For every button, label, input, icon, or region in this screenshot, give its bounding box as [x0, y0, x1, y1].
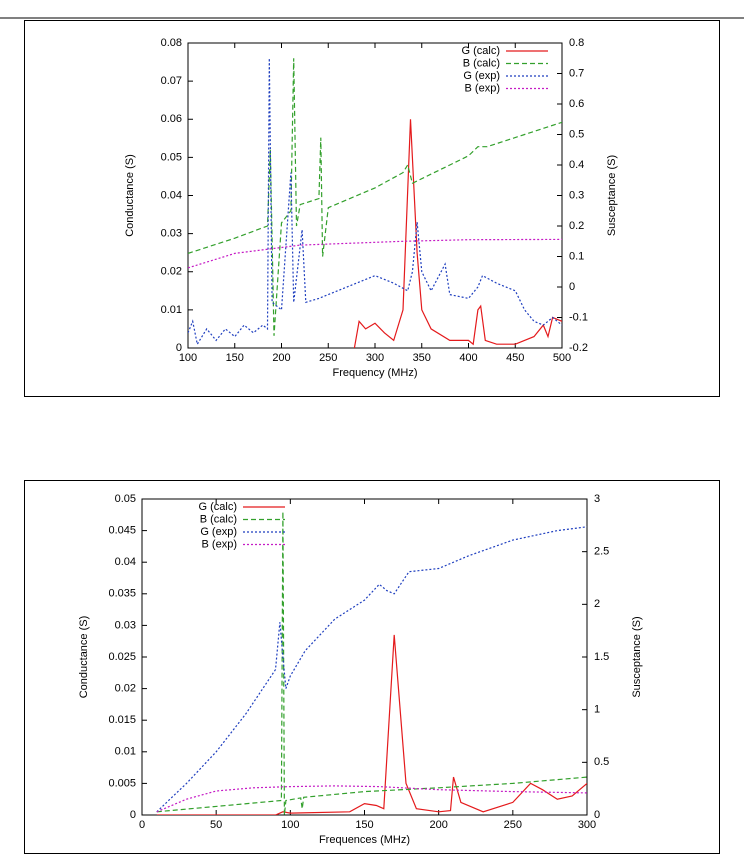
y2-tick-label: 0: [569, 281, 575, 293]
y2-tick-label: 0.8: [569, 37, 584, 49]
legend-label: B (exp): [202, 538, 237, 550]
x-tick-label: 300: [366, 352, 384, 364]
y-tick-label: 0: [176, 342, 182, 354]
y2-tick-label: 1.5: [594, 651, 609, 663]
y2-tick-label: 2: [594, 598, 600, 610]
y-tick-label: 0.02: [161, 266, 182, 278]
y2-tick-label: 0.3: [569, 189, 584, 201]
y-tick-label: 0.005: [108, 777, 136, 789]
x-tick-label: 150: [226, 352, 244, 364]
plot-frame: [187, 42, 563, 349]
x-tick-label: 200: [429, 819, 447, 831]
legend-label: B (exp): [465, 82, 500, 94]
y2-axis-label: Susceptance (S): [606, 155, 618, 236]
legend-label: B (calc): [463, 57, 500, 69]
x-tick-label: 0: [139, 819, 145, 831]
x-tick-label: 350: [413, 352, 431, 364]
figure-frame: [24, 480, 720, 854]
y2-tick-label: 0.6: [569, 98, 584, 110]
x-tick-label: 150: [355, 819, 373, 831]
y-tick-label: 0.04: [161, 189, 182, 201]
y-tick-label: 0.07: [161, 75, 182, 87]
x-tick-label: 400: [459, 352, 477, 364]
y2-tick-label: 0.7: [569, 67, 584, 79]
series-line: [188, 238, 562, 269]
y-tick-label: 0.015: [108, 714, 136, 726]
series-line: [156, 634, 587, 815]
series-line: [156, 526, 587, 813]
series-line: [156, 785, 587, 813]
legend-label: G (exp): [200, 526, 237, 538]
x-tick-label: 250: [319, 352, 337, 364]
y-tick-label: 0.03: [161, 228, 182, 240]
x-tick-label: 300: [578, 819, 596, 831]
y2-tick-label: 1: [594, 704, 600, 716]
y-axis-label: Conductance (S): [78, 616, 90, 699]
y-tick-label: 0.08: [161, 37, 182, 49]
y2-tick-label: -0.1: [569, 311, 588, 323]
y2-tick-label: 3: [594, 493, 600, 505]
legend-label: G (calc): [462, 45, 501, 57]
y-tick-label: 0.03: [115, 619, 136, 631]
x-tick-label: 50: [210, 819, 222, 831]
y-tick-label: 0.025: [108, 651, 136, 663]
y2-tick-label: 2.5: [594, 546, 609, 558]
x-tick-label: 100: [281, 819, 299, 831]
y-tick-label: 0.035: [108, 588, 136, 600]
y-tick-label: 0.01: [115, 746, 136, 758]
x-tick-label: 250: [504, 819, 522, 831]
y2-axis-label: Susceptance (S): [631, 616, 643, 697]
y-tick-label: 0.04: [115, 556, 136, 568]
series-line: [156, 511, 587, 815]
y-axis-label: Conductance (S): [124, 154, 136, 237]
y2-tick-label: 0.4: [569, 159, 584, 171]
y-tick-label: 0.05: [115, 493, 136, 505]
y-tick-label: 0.06: [161, 113, 182, 125]
series-line: [188, 58, 562, 336]
y2-tick-label: 0.5: [569, 128, 584, 140]
y-tick-label: 0.05: [161, 151, 182, 163]
y2-tick-label: 0.1: [569, 250, 584, 262]
legend-label: B (calc): [200, 513, 237, 525]
legend-label: G (calc): [199, 501, 238, 513]
legend-label: G (exp): [463, 70, 500, 82]
y-tick-label: 0.02: [115, 683, 136, 695]
x-tick-label: 500: [553, 352, 571, 364]
y2-tick-label: -0.2: [569, 342, 588, 354]
x-tick-label: 450: [506, 352, 524, 364]
x-tick-label: 200: [272, 352, 290, 364]
figure-frame: [24, 20, 720, 397]
y-tick-label: 0.01: [161, 304, 182, 316]
y-tick-label: 0: [130, 809, 136, 821]
x-axis-label: Frequency (MHz): [333, 367, 418, 379]
x-axis-label: Frequences (MHz): [319, 834, 410, 846]
y2-tick-label: 0.5: [594, 756, 609, 768]
x-tick-label: 100: [179, 352, 197, 364]
series-line: [188, 58, 562, 346]
y2-tick-label: 0.2: [569, 220, 584, 232]
series-line: [353, 119, 562, 348]
y2-tick-label: 0: [594, 809, 600, 821]
y-tick-label: 0.045: [108, 525, 136, 537]
